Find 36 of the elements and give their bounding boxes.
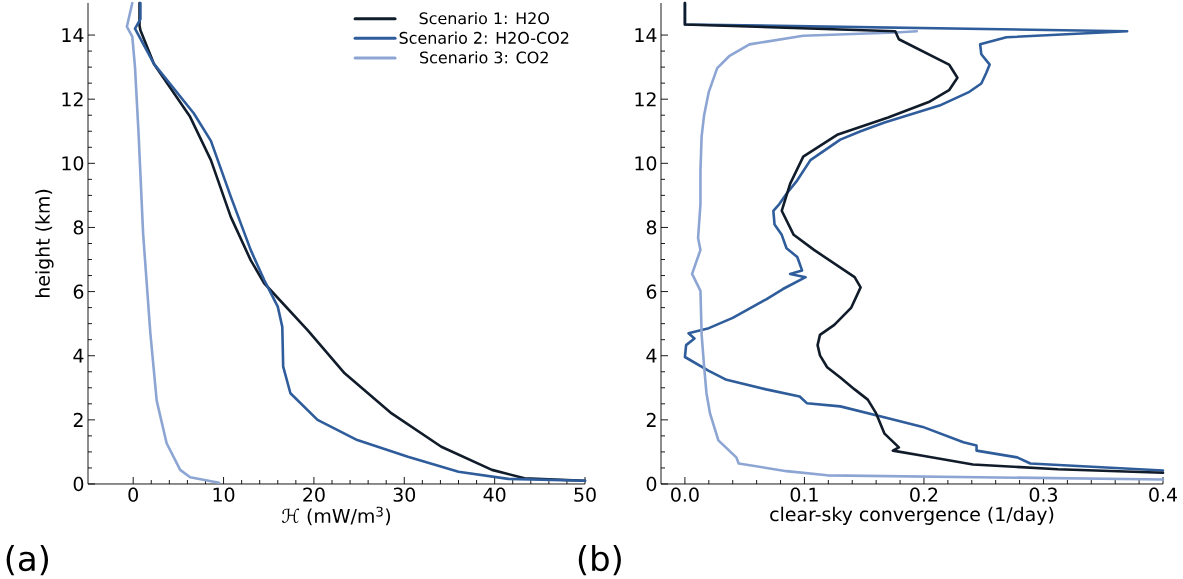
x-tick-label: 0.4 [1149,487,1177,502]
text: (b) [578,544,621,576]
y-axis-title: height (km) [35,189,54,298]
y-tick-label: 6 [73,284,84,299]
legend-label: Scenario 2: H2O-CO2 [399,31,569,44]
y-tick-label: 6 [646,284,657,299]
legend-label: Scenario 1: H2O [419,11,549,25]
y-tick-label: 2 [73,412,83,427]
legend-label: Scenario 3: CO2 [420,51,548,64]
y-tick-label: 14 [635,28,657,42]
line-series [125,1,221,484]
x-axis-title: ℋ (mW/m$^{3}$) [281,506,391,526]
x-axis-title: clear-sky convergence (1/day) [770,506,1054,525]
x-tick-label: 50 [574,487,596,502]
x-tick-label: 0.2 [910,487,938,502]
y-tick-label: 0 [73,476,84,492]
y-tick-label: 10 [62,156,84,171]
x-tick-label: 20 [303,487,325,502]
y-tick-label: 12 [62,92,83,107]
x-tick-label: 0 [128,487,138,502]
x-tick-label: 40 [483,487,506,502]
x-tick-label: 30 [393,487,416,502]
y-tick-label: 0 [646,476,657,492]
x-tick-label: 0.0 [671,487,699,502]
y-tick-label: 8 [646,220,657,235]
y-tick-label: 12 [635,92,656,107]
x-tick-label: 10 [213,487,235,502]
x-tick-label: 0.3 [1029,487,1058,502]
y-tick-label: 4 [646,348,657,363]
y-tick-label: 8 [73,220,84,235]
y-tick-label: 10 [635,156,657,171]
y-tick-label: 4 [73,348,84,363]
text: (a) [6,545,49,576]
y-tick-label: 2 [646,412,656,427]
x-tick-label: 0.1 [790,487,818,502]
y-tick-label: 14 [62,28,84,42]
